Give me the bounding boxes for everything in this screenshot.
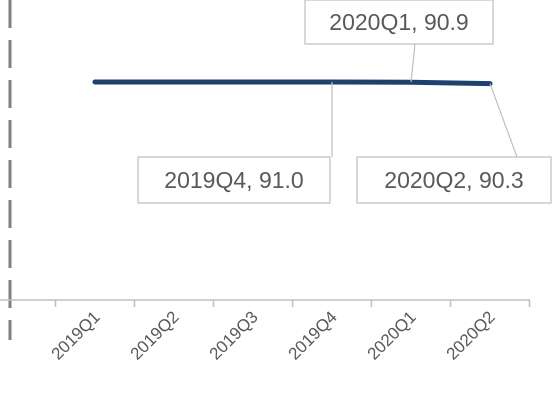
leader-line [489,83,518,158]
x-tick-label: 2019Q4 [285,307,341,363]
label-box [356,156,552,204]
x-tick-label: 2019Q2 [127,307,183,363]
data-label-separator: , [466,167,479,193]
data-label: 2019Q4, 91.0 [164,167,303,193]
label-box [304,0,494,45]
data-label-separator: , [246,167,259,193]
x-tick-label: 2020Q2 [443,307,499,363]
data-label-value: 90.9 [424,9,469,35]
label-box [137,156,331,204]
data-label-category: 2020Q2 [384,167,466,193]
data-label-separator: , [411,9,424,35]
x-tick-label: 2020Q1 [364,307,420,363]
leader-line [410,43,416,83]
data-label-value: 91.0 [259,167,304,193]
line [92,79,493,87]
x-tick-label: 2019Q1 [48,307,104,363]
data-label-category: 2019Q4 [164,167,246,193]
data-label: 2020Q1, 90.9 [329,9,468,35]
data-label-category: 2020Q1 [329,9,411,35]
data-label: 2020Q2, 90.3 [384,167,523,193]
x-tick-label: 2019Q3 [206,307,262,363]
data-label-value: 90.3 [479,167,524,193]
